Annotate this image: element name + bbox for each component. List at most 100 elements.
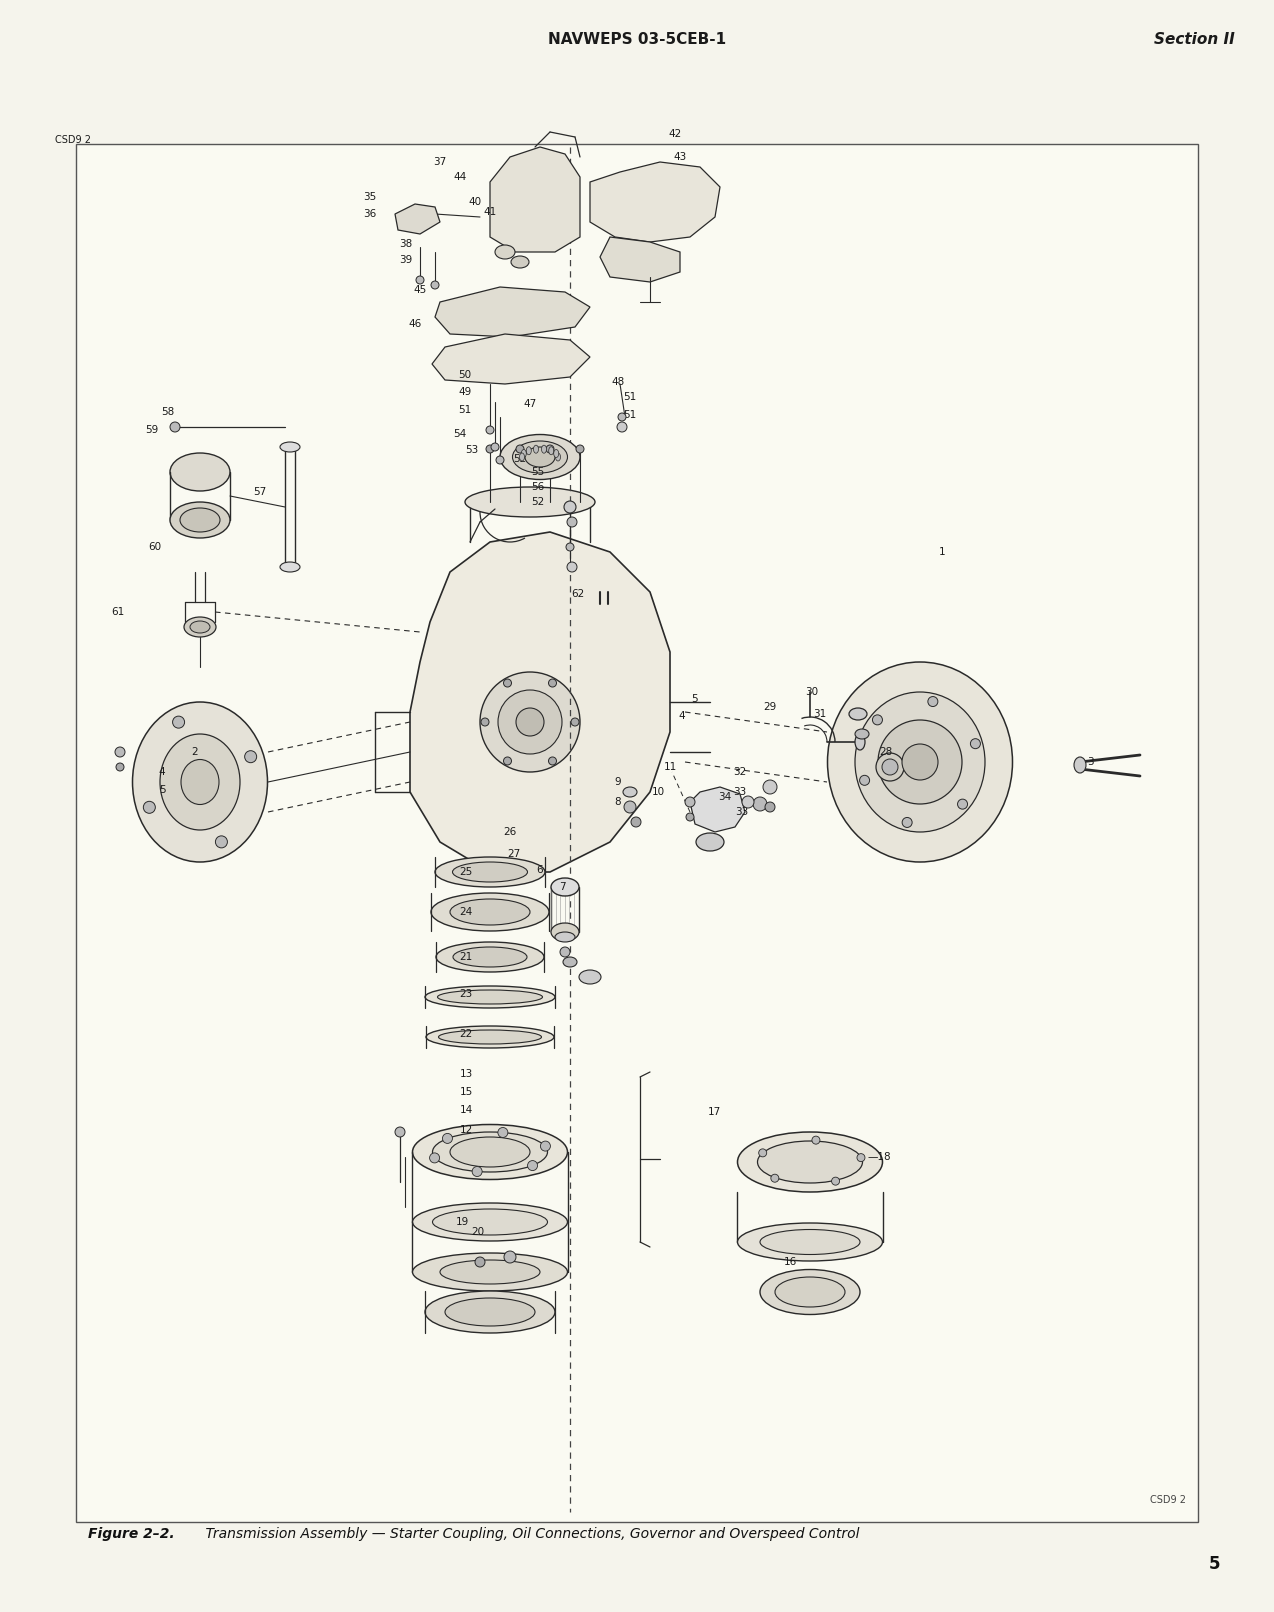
Ellipse shape bbox=[520, 453, 525, 461]
Text: 59: 59 bbox=[145, 426, 159, 435]
Text: 20: 20 bbox=[471, 1227, 484, 1236]
Ellipse shape bbox=[550, 879, 578, 896]
Text: 15: 15 bbox=[460, 1086, 473, 1098]
Ellipse shape bbox=[413, 1203, 567, 1241]
Text: Section II: Section II bbox=[1154, 32, 1235, 47]
Polygon shape bbox=[590, 161, 720, 242]
Text: 41: 41 bbox=[483, 206, 497, 218]
Text: 46: 46 bbox=[409, 319, 422, 329]
Circle shape bbox=[490, 443, 499, 451]
Text: 21: 21 bbox=[460, 953, 473, 962]
Text: 34: 34 bbox=[719, 791, 731, 803]
Circle shape bbox=[144, 801, 155, 814]
Ellipse shape bbox=[534, 445, 539, 453]
Polygon shape bbox=[691, 787, 745, 832]
Ellipse shape bbox=[190, 621, 210, 634]
Circle shape bbox=[115, 746, 125, 758]
Polygon shape bbox=[395, 205, 440, 234]
Circle shape bbox=[169, 422, 180, 432]
Circle shape bbox=[516, 708, 544, 737]
Text: 11: 11 bbox=[664, 762, 676, 772]
Ellipse shape bbox=[855, 733, 865, 750]
Ellipse shape bbox=[413, 1125, 567, 1180]
Text: NAVWEPS 03-5CEB-1: NAVWEPS 03-5CEB-1 bbox=[548, 32, 726, 47]
Ellipse shape bbox=[432, 1132, 548, 1172]
Text: 58: 58 bbox=[162, 406, 175, 418]
Text: 57: 57 bbox=[254, 487, 266, 496]
Text: 51: 51 bbox=[623, 409, 637, 421]
Circle shape bbox=[245, 751, 256, 762]
Ellipse shape bbox=[525, 447, 555, 467]
Ellipse shape bbox=[848, 708, 868, 721]
Circle shape bbox=[971, 738, 981, 748]
Circle shape bbox=[877, 753, 905, 780]
Text: 6: 6 bbox=[536, 866, 543, 875]
Text: 30: 30 bbox=[805, 687, 819, 696]
Ellipse shape bbox=[465, 487, 595, 517]
Text: 29: 29 bbox=[763, 701, 777, 713]
Ellipse shape bbox=[554, 450, 559, 458]
Text: 43: 43 bbox=[674, 152, 687, 161]
Circle shape bbox=[771, 1174, 778, 1182]
Circle shape bbox=[617, 422, 627, 432]
Circle shape bbox=[527, 1161, 538, 1170]
Circle shape bbox=[759, 1149, 767, 1157]
Circle shape bbox=[812, 1136, 820, 1145]
Text: 33: 33 bbox=[735, 808, 749, 817]
Circle shape bbox=[685, 812, 694, 821]
Text: 13: 13 bbox=[460, 1069, 473, 1078]
Ellipse shape bbox=[434, 858, 545, 887]
Text: 49: 49 bbox=[459, 387, 471, 397]
Text: CSD9 2: CSD9 2 bbox=[1150, 1494, 1186, 1506]
Text: 22: 22 bbox=[460, 1028, 473, 1040]
Circle shape bbox=[417, 276, 424, 284]
Circle shape bbox=[429, 1153, 440, 1162]
Ellipse shape bbox=[526, 447, 531, 455]
Circle shape bbox=[958, 800, 967, 809]
Polygon shape bbox=[434, 287, 590, 337]
Circle shape bbox=[571, 717, 578, 725]
Text: 5: 5 bbox=[692, 695, 698, 704]
Text: 7: 7 bbox=[559, 882, 566, 891]
Text: 37: 37 bbox=[433, 156, 447, 168]
Ellipse shape bbox=[432, 1209, 548, 1235]
Ellipse shape bbox=[426, 987, 555, 1008]
Circle shape bbox=[503, 679, 511, 687]
Circle shape bbox=[566, 543, 575, 551]
Text: 27: 27 bbox=[507, 850, 521, 859]
Ellipse shape bbox=[550, 924, 578, 941]
Circle shape bbox=[832, 1177, 840, 1185]
Circle shape bbox=[503, 758, 511, 766]
Circle shape bbox=[496, 456, 505, 464]
Ellipse shape bbox=[169, 501, 231, 538]
Text: 40: 40 bbox=[469, 197, 482, 206]
Ellipse shape bbox=[555, 453, 561, 461]
Circle shape bbox=[480, 672, 580, 772]
Ellipse shape bbox=[761, 1230, 860, 1254]
Text: 17: 17 bbox=[707, 1107, 721, 1117]
Text: 53: 53 bbox=[465, 445, 479, 455]
Ellipse shape bbox=[828, 663, 1013, 862]
Circle shape bbox=[516, 445, 524, 453]
Text: 35: 35 bbox=[363, 192, 377, 202]
Circle shape bbox=[624, 801, 636, 812]
Ellipse shape bbox=[499, 435, 580, 479]
Ellipse shape bbox=[623, 787, 637, 796]
Text: 42: 42 bbox=[669, 129, 682, 139]
Ellipse shape bbox=[438, 1030, 541, 1045]
Text: 32: 32 bbox=[734, 767, 747, 777]
Text: 4: 4 bbox=[159, 767, 166, 777]
Ellipse shape bbox=[169, 453, 231, 492]
Text: 39: 39 bbox=[399, 255, 413, 264]
Ellipse shape bbox=[555, 932, 575, 941]
Ellipse shape bbox=[738, 1224, 883, 1261]
Text: 56: 56 bbox=[531, 482, 544, 492]
Circle shape bbox=[505, 1251, 516, 1262]
Ellipse shape bbox=[445, 1298, 535, 1327]
Ellipse shape bbox=[161, 733, 240, 830]
Ellipse shape bbox=[563, 958, 577, 967]
Circle shape bbox=[549, 679, 557, 687]
Ellipse shape bbox=[280, 442, 299, 451]
Ellipse shape bbox=[180, 508, 220, 532]
Ellipse shape bbox=[521, 450, 526, 458]
